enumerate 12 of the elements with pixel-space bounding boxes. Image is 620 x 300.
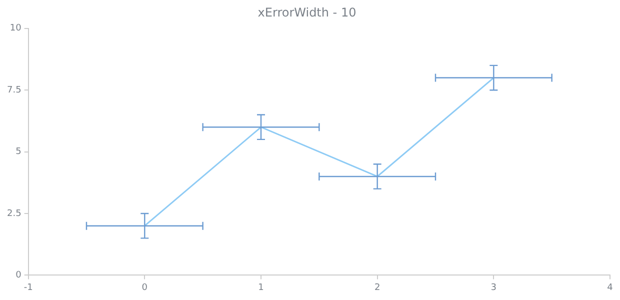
chart-title: xErrorWidth - 10: [258, 5, 356, 20]
y-tick-label: 5: [16, 147, 22, 158]
y-tick-label: 0: [16, 270, 22, 281]
x-tick-label: 2: [374, 282, 380, 293]
x-tick-label: 4: [607, 282, 614, 293]
x-tick-label: -1: [24, 282, 33, 293]
x-tick-label: 1: [258, 282, 264, 293]
y-tick-label: 7.5: [6, 85, 22, 96]
x-tick-label: 3: [490, 282, 497, 293]
y-tick-label: 2.5: [6, 208, 22, 219]
x-tick-label: 0: [142, 282, 148, 293]
y-tick-label: 10: [10, 24, 22, 34]
